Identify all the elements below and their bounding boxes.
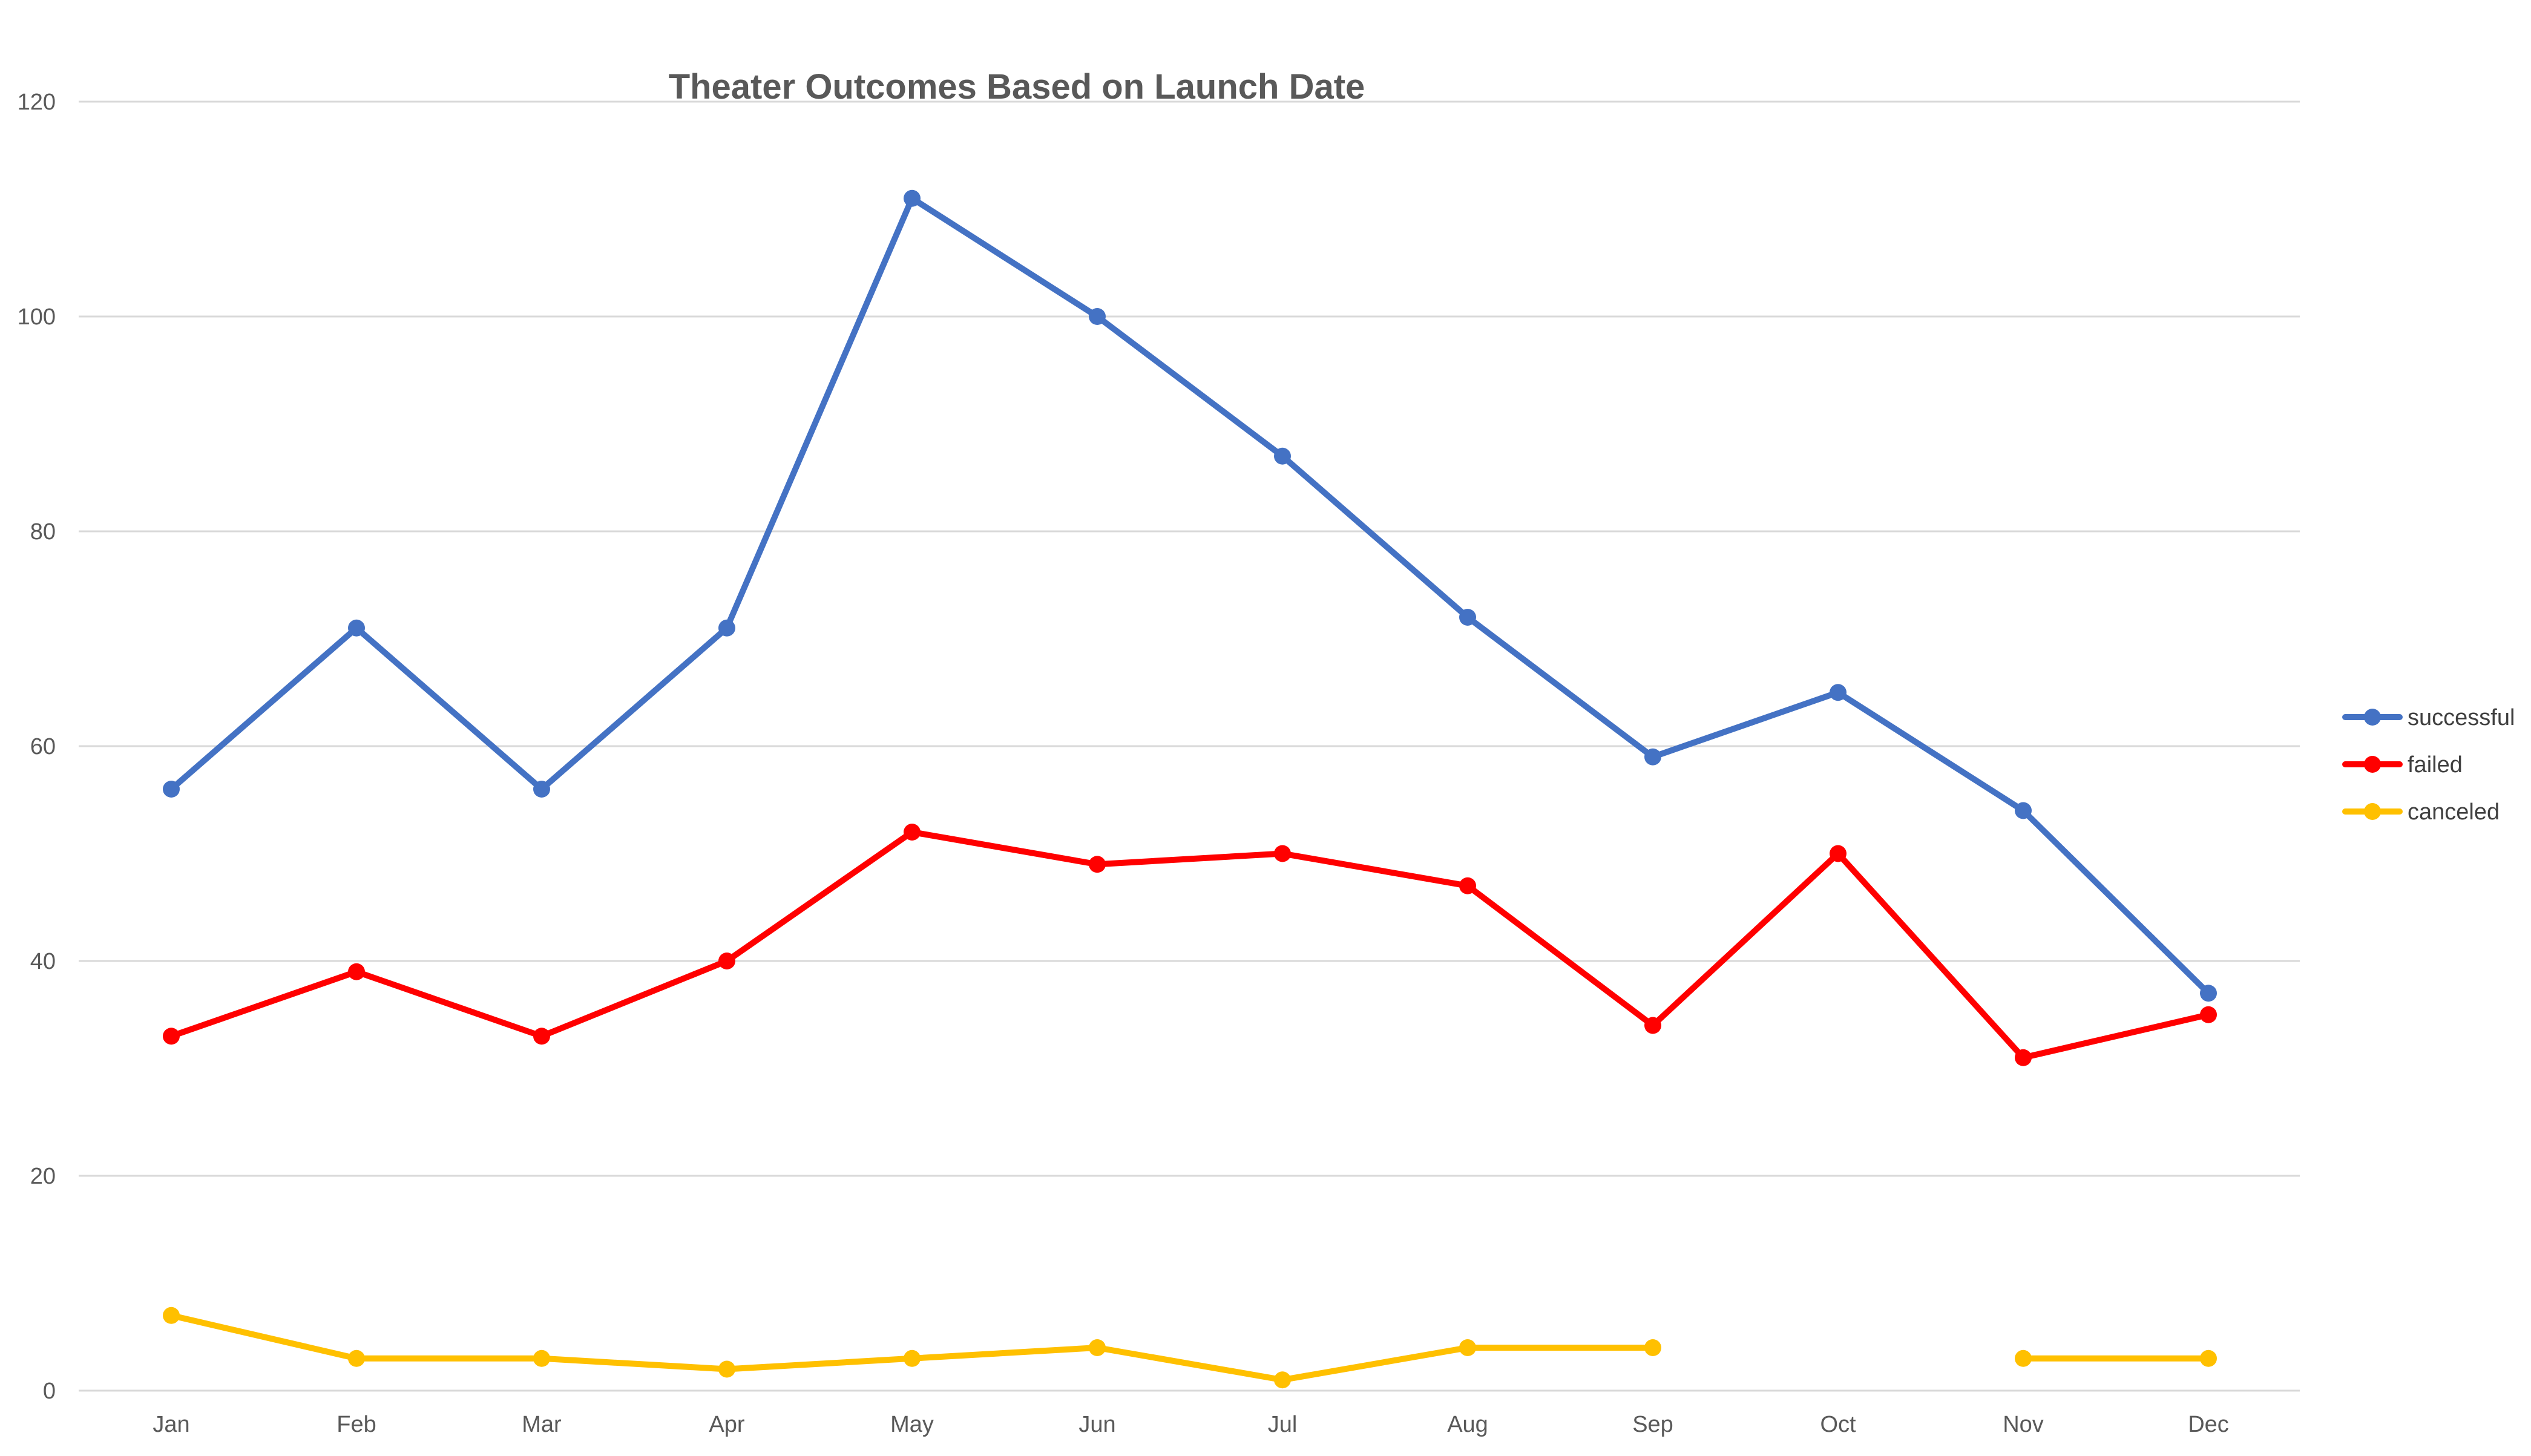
y-tick-label: 80 [30, 519, 56, 545]
series-line-successful [168, 195, 2211, 997]
legend-marker [2364, 709, 2381, 726]
x-tick-label: Apr [709, 1412, 744, 1437]
chart-title: Theater Outcomes Based on Launch Date [669, 67, 1365, 107]
legend: successful failed canceled [2342, 705, 2515, 825]
data-point-successful [1274, 447, 1291, 465]
x-tick-label: Oct [1820, 1412, 1856, 1437]
data-point-successful [163, 781, 180, 798]
gridlines [79, 100, 2300, 1392]
data-point-successful [1459, 609, 1476, 626]
data-point-canceled [163, 1307, 180, 1324]
x-tick-label: Dec [2188, 1412, 2229, 1437]
data-point-failed [718, 953, 735, 969]
data-point-canceled [1274, 1371, 1291, 1389]
data-point-failed [2015, 1049, 2032, 1066]
data-point-successful [1644, 748, 1661, 766]
y-tick-label: 100 [18, 304, 56, 330]
data-point-failed [1644, 1017, 1661, 1034]
series-lines [163, 189, 2217, 1389]
x-tick-label: Jul [1268, 1412, 1298, 1437]
x-tick-label: Nov [2003, 1412, 2044, 1437]
y-tick-label: 40 [30, 949, 56, 974]
data-point-failed [904, 824, 921, 841]
data-point-successful [718, 619, 735, 637]
x-tick-label: Aug [1447, 1412, 1488, 1437]
series-line-canceled [168, 1312, 1656, 1383]
legend-item-canceled: canceled [2342, 799, 2500, 825]
data-point-canceled [2015, 1349, 2032, 1367]
legend-label: successful [2408, 705, 2515, 730]
legend-label: failed [2408, 752, 2463, 778]
data-point-canceled [904, 1349, 921, 1367]
data-point-canceled [348, 1349, 365, 1367]
data-point-canceled [1089, 1339, 1106, 1356]
series-failed [163, 824, 2217, 1066]
x-tick-label: Feb [336, 1412, 376, 1437]
x-tick-label: Sep [1632, 1412, 1673, 1437]
data-point-failed [1459, 877, 1476, 894]
y-tick-label: 120 [18, 90, 56, 115]
data-point-successful [2200, 985, 2217, 1002]
series-canceled [163, 1307, 2217, 1389]
legend-item-failed: failed [2342, 752, 2463, 778]
data-point-failed [163, 1028, 180, 1045]
x-tick-label: May [890, 1412, 934, 1437]
data-point-canceled [2200, 1349, 2217, 1367]
data-point-successful [533, 781, 550, 798]
data-point-successful [348, 619, 365, 637]
y-tick-label: 20 [30, 1164, 56, 1189]
data-point-canceled [1644, 1339, 1661, 1356]
y-tick-label: 60 [30, 734, 56, 759]
legend-label: canceled [2408, 799, 2500, 825]
data-point-failed [1830, 845, 1847, 862]
data-point-failed [348, 963, 365, 980]
series-line-failed [168, 829, 2211, 1061]
x-tick-label: Jan [153, 1412, 189, 1437]
data-point-successful [1830, 684, 1847, 701]
series-successful [163, 189, 2217, 1002]
legend-marker [2364, 803, 2381, 820]
data-point-successful [904, 189, 921, 207]
data-point-successful [1089, 308, 1106, 325]
legend-marker [2364, 756, 2381, 773]
y-axis-ticks: 0 20 40 60 80 100 120 [18, 90, 56, 1404]
legend-item-successful: successful [2342, 705, 2515, 730]
x-axis-ticks: Jan Feb Mar Apr May Jun Jul Aug Sep Oct Nov Dec [153, 1412, 2228, 1437]
data-point-successful [2015, 802, 2032, 819]
data-point-canceled [1459, 1339, 1476, 1356]
data-point-failed [533, 1028, 550, 1045]
data-point-failed [1089, 856, 1106, 873]
y-tick-label: 0 [43, 1379, 56, 1404]
data-point-canceled [533, 1349, 550, 1367]
x-tick-label: Mar [522, 1412, 562, 1437]
data-point-failed [2200, 1006, 2217, 1023]
x-tick-label: Jun [1078, 1412, 1115, 1437]
data-point-failed [1274, 845, 1291, 862]
data-point-canceled [718, 1360, 735, 1378]
